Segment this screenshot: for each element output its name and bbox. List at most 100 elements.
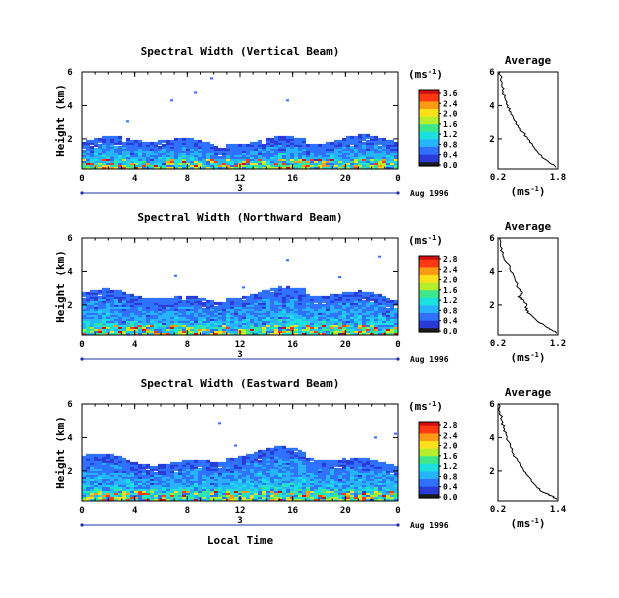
heatmap-cell (210, 483, 214, 487)
colorbar-tick-label: 0.8 (443, 472, 458, 481)
heatmap-cell (318, 315, 322, 319)
heatmap-cell (154, 498, 158, 501)
heatmap-cell (86, 313, 90, 317)
heatmap-cell (166, 299, 170, 303)
heatmap-cell (294, 287, 298, 291)
heatmap-cell (110, 141, 114, 145)
heatmap-cell (270, 166, 274, 169)
heatmap-cell (142, 485, 146, 489)
heatmap-cell (286, 325, 290, 329)
heatmap-cell-sparse (286, 259, 289, 262)
heatmap-cell (246, 465, 250, 469)
heatmap-cell (130, 332, 134, 335)
heatmap-cell (302, 301, 306, 305)
heatmap-cell (182, 321, 186, 325)
heatmap-cell (310, 299, 314, 303)
heatmap-cell (390, 315, 394, 319)
heatmap-cell (154, 491, 158, 495)
heatmap-cell (86, 323, 90, 327)
heatmap-cell (390, 161, 394, 165)
heatmap-cell (362, 485, 366, 489)
heatmap-cell (82, 495, 86, 499)
heatmap-cell (266, 155, 270, 159)
heatmap-cell (146, 149, 150, 153)
heatmap-cell (202, 325, 206, 329)
heatmap-cell (310, 477, 314, 481)
heatmap-cell (258, 163, 262, 167)
heatmap-cell (186, 149, 190, 153)
heatmap-cell (190, 305, 194, 309)
heatmap-cell (122, 311, 126, 315)
heatmap-cell (246, 463, 250, 467)
heatmap-cell (182, 459, 186, 463)
heatmap-cell (306, 157, 310, 161)
heatmap-cell (302, 487, 306, 491)
heatmap-cell (314, 166, 318, 169)
heatmap-cell (346, 469, 350, 473)
heatmap-cell (222, 163, 226, 167)
heatmap-cell (122, 301, 126, 305)
heatmap-cell (282, 291, 286, 295)
heatmap-cell (310, 301, 314, 305)
heatmap-cell (114, 473, 118, 477)
heatmap-cell (118, 141, 122, 145)
heatmap-cell (370, 477, 374, 481)
heatmap-cell (382, 139, 386, 143)
heatmap-cell (270, 305, 274, 309)
heatmap-cell (86, 143, 90, 147)
heatmap-cell (162, 473, 166, 477)
heatmap-cell (394, 317, 398, 321)
heatmap-cell (238, 461, 242, 465)
heatmap-cell (174, 163, 178, 167)
heatmap-cell (294, 329, 298, 333)
heatmap-cell (206, 319, 210, 323)
heatmap-cell (298, 495, 302, 499)
heatmap-cell (294, 477, 298, 481)
heatmap-cell (298, 309, 302, 313)
colorbar-band (419, 477, 439, 480)
heatmap-cell (134, 323, 138, 327)
heatmap-cell (254, 143, 258, 147)
heatmap-cell (154, 477, 158, 481)
heatmap-cell (314, 305, 318, 309)
heatmap-cell (186, 297, 190, 301)
eastward-beam-panel: Spectral Width (Eastward Beam)0 4 8 12 16 20 0… (54, 377, 567, 547)
heatmap-cell (154, 315, 158, 319)
average-y-tick-label: 2 (489, 467, 494, 477)
heatmap-cell (326, 303, 330, 307)
heatmap-cell (202, 315, 206, 319)
heatmap-cell (354, 301, 358, 305)
heatmap-cell (90, 297, 94, 301)
heatmap-cell (266, 157, 270, 161)
heatmap-cell (386, 473, 390, 477)
heatmap-cell (130, 309, 134, 313)
heatmap-cell (170, 495, 174, 499)
heatmap-cell (382, 297, 386, 301)
heatmap-cell-sparse (174, 274, 177, 277)
heatmap-cell (250, 159, 254, 163)
heatmap-cell (282, 141, 286, 145)
heatmap-cell (378, 498, 382, 501)
colorbar-band (419, 101, 439, 104)
heatmap-cell (314, 485, 318, 489)
heatmap-cell (342, 166, 346, 169)
heatmap-cell (270, 307, 274, 311)
heatmap-cell (378, 309, 382, 313)
heatmap-cell (362, 487, 366, 491)
heatmap-cell (126, 305, 130, 309)
heatmap-cell (134, 319, 138, 323)
heatmap-cell (146, 147, 150, 151)
heatmap-cell (246, 493, 250, 497)
heatmap-cell (166, 327, 170, 331)
heatmap-cell (198, 317, 202, 321)
heatmap-cell (158, 483, 162, 487)
heatmap-cell (318, 309, 322, 313)
heatmap-cell (138, 329, 142, 333)
heatmap-cell (154, 473, 158, 477)
average-y-tick-label: 4 (489, 101, 495, 111)
average-x-label-close: ) (539, 351, 546, 364)
heatmap-cell (122, 457, 126, 461)
heatmap-cell (298, 453, 302, 457)
heatmap-cell (174, 467, 178, 471)
heatmap-cell (182, 161, 186, 165)
